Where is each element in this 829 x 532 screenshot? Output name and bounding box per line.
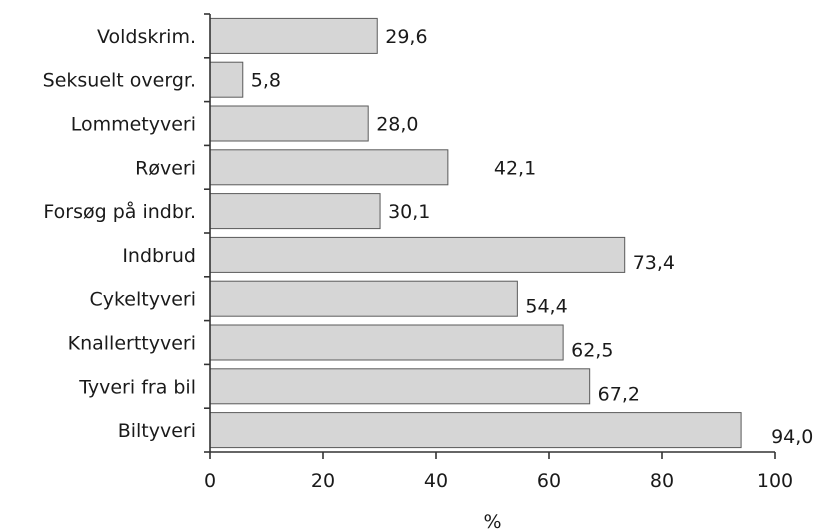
category-label: Cykeltyveri	[89, 289, 196, 311]
value-label: 42,1	[494, 157, 536, 179]
bar	[209, 368, 591, 405]
category-label: Seksuelt overgr.	[43, 70, 196, 92]
bar	[209, 236, 626, 273]
bar	[209, 324, 564, 361]
value-label: 67,2	[598, 383, 640, 405]
bar	[209, 17, 378, 54]
bar	[209, 412, 742, 449]
x-tick-label: 40	[424, 470, 448, 492]
category-label: Biltyveri	[118, 420, 196, 442]
x-tick-label: 20	[311, 470, 335, 492]
x-ticks-group: 0 20 40 60 80 100	[204, 13, 793, 492]
x-axis-title: %	[483, 511, 501, 532]
category-label: Røveri	[135, 157, 196, 179]
value-label: 29,6	[385, 26, 427, 48]
category-label: Forsøg på indbr.	[43, 200, 196, 223]
category-label: Tyveri fra bil	[78, 376, 196, 398]
value-label: 62,5	[571, 340, 613, 362]
bar	[209, 61, 244, 98]
category-labels-group: Voldskrim. Seksuelt overgr. Lommetyveri Røv…	[43, 26, 196, 442]
bar	[209, 149, 449, 186]
x-tick-label: 100	[757, 470, 793, 492]
value-labels-group: 29,6 5,8 28,0 42,1 30,1 73,4 54,462,5 67,2 94,0	[251, 26, 814, 448]
value-label: 94,0	[771, 426, 813, 448]
value-label: 28,0	[376, 114, 418, 136]
bars-group	[209, 17, 742, 449]
category-label: Indbrud	[122, 245, 196, 267]
x-tick-label: 60	[537, 470, 561, 492]
bar	[209, 193, 381, 230]
value-label: 30,1	[388, 201, 430, 223]
bar	[209, 105, 369, 142]
bar	[209, 280, 518, 317]
x-tick-label: 0	[204, 470, 216, 492]
category-label: Knallerttyveri	[68, 333, 196, 355]
value-label: 73,4	[633, 252, 675, 274]
value-label: 54,4	[525, 296, 567, 318]
category-label: Voldskrim.	[97, 26, 196, 48]
category-label: Lommetyveri	[71, 114, 196, 136]
value-label: 5,8	[251, 70, 281, 92]
x-tick-label: 80	[650, 470, 674, 492]
